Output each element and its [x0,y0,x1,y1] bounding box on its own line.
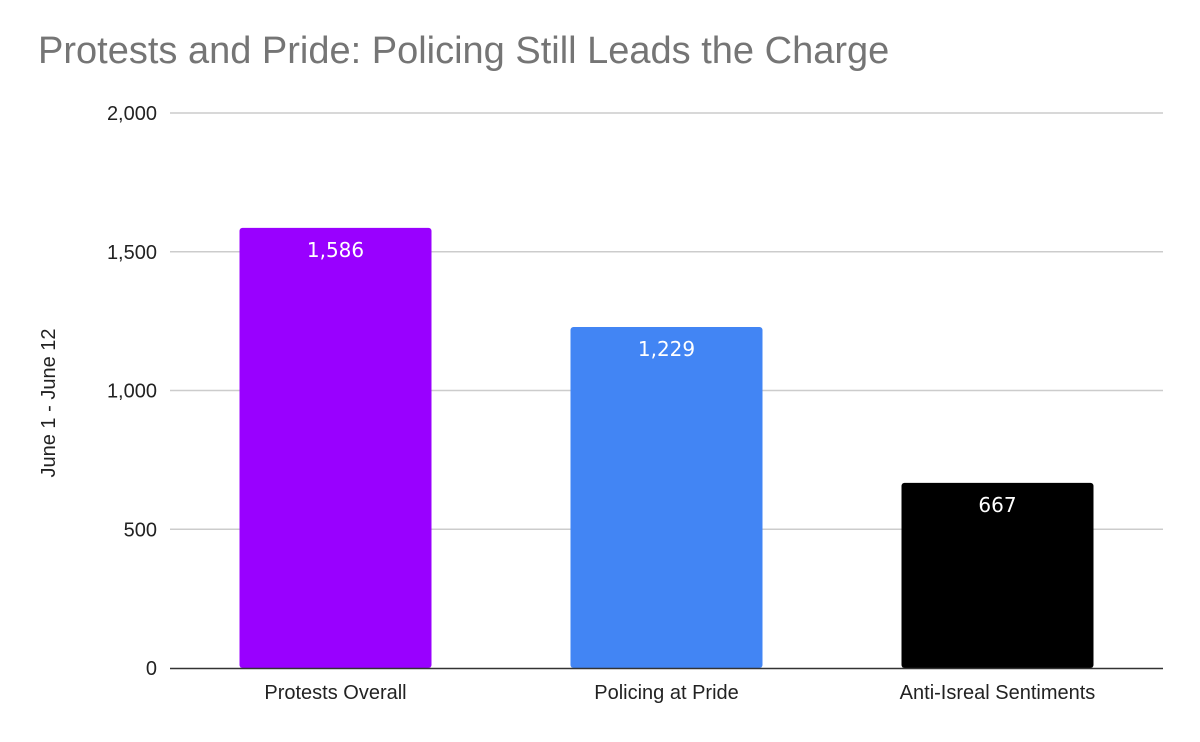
data-label: 667 [978,493,1016,517]
bar [570,326,763,668]
y-axis-label: June 1 - June 12 [38,329,60,478]
data-label: 1,229 [638,337,695,361]
x-tick-label: Protests Overall [264,682,406,704]
y-tick-label: 500 [124,519,157,541]
bar [901,482,1094,668]
x-tick-label: Policing at Pride [594,682,739,704]
y-tick-label: 0 [146,658,157,680]
y-tick-label: 1,000 [107,381,157,403]
data-label: 1,586 [307,238,364,262]
chart-title: Protests and Pride: Policing Still Leads… [38,30,890,72]
y-tick-label: 1,500 [107,242,157,264]
y-tick-label: 2,000 [107,103,157,125]
x-tick-label: Anti-Isreal Sentiments [900,682,1096,704]
bar [239,227,432,668]
